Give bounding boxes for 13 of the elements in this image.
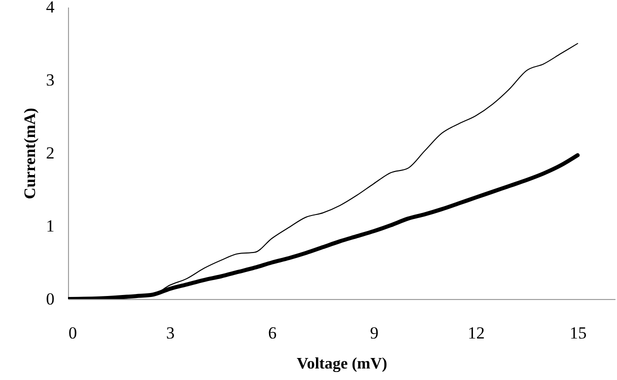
y-axis-title: Current(mA) <box>22 108 39 200</box>
y-tick-label: 3 <box>46 70 54 90</box>
x-tick-label: 6 <box>268 324 277 342</box>
x-tick-label: 0 <box>68 324 77 342</box>
x-tick-label: 15 <box>570 324 587 342</box>
y-tick-label: 1 <box>46 216 54 236</box>
x-axis-title: Voltage (mV) <box>296 356 388 372</box>
x-tick-label: 9 <box>370 324 379 342</box>
y-tick-label: 0 <box>46 290 54 308</box>
x-tick-label: 12 <box>468 324 485 342</box>
y-tick-label: 2 <box>46 144 54 162</box>
y-tick-label: 4 <box>46 0 55 16</box>
x-tick-label: 3 <box>166 324 175 342</box>
